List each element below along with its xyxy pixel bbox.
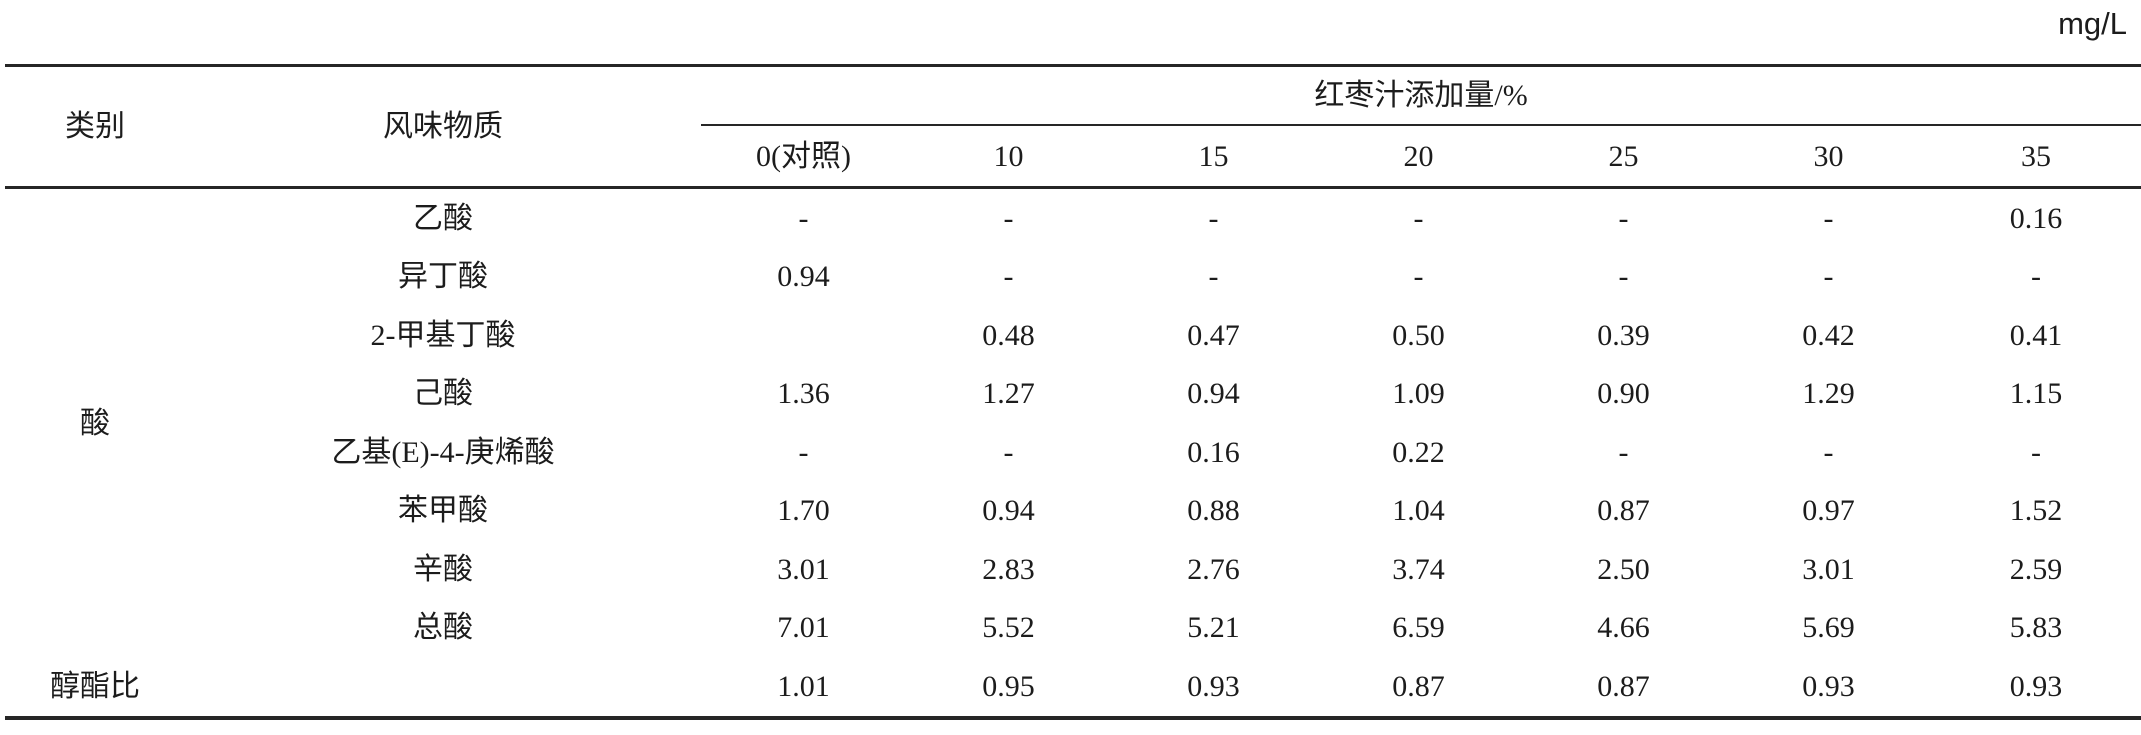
value-cell: 0.47 <box>1187 318 1240 352</box>
value-cell: - <box>1823 201 1834 235</box>
value-cell: - <box>1003 435 1014 469</box>
value-cell: 5.21 <box>1187 611 1240 645</box>
value-cell: - <box>1003 201 1014 235</box>
value-cell: 2.59 <box>2009 552 2063 586</box>
value-cell: 0.93 <box>1802 669 1855 703</box>
value-cell: - <box>2031 260 2042 294</box>
value-cell: 0.93 <box>1187 669 1240 703</box>
value-cell: 0.94 <box>982 494 1035 528</box>
dose-header-15: 15 <box>1111 125 1316 189</box>
value-cell: 5.69 <box>1802 611 1855 645</box>
value-cell: 4.66 <box>1597 611 1650 645</box>
value-cell: 0.97 <box>1802 494 1855 528</box>
flavor-cell: 辛酸 <box>413 552 473 586</box>
value-cell: - <box>1208 260 1219 294</box>
value-cell: 1.04 <box>1392 494 1445 528</box>
table-row-benzoic-acid: 苯甲酸 1.70 0.94 0.88 1.04 0.87 0.97 1.52 <box>5 482 2141 541</box>
value-cell: 0.88 <box>1187 494 1240 528</box>
value-cell: - <box>1618 260 1629 294</box>
value-cell: 0.50 <box>1392 318 1445 352</box>
dose-header-10: 10 <box>906 125 1111 189</box>
value-cell: - <box>1618 435 1629 469</box>
flavor-cell-empty <box>185 657 701 718</box>
value-cell: - <box>1618 201 1629 235</box>
category-cell-acid: 酸 <box>80 406 110 440</box>
dose-header-35: 35 <box>1931 125 2141 189</box>
value-cell: 5.83 <box>2009 611 2063 645</box>
value-cell: 0.87 <box>1597 494 1650 528</box>
value-cell: 1.36 <box>777 377 830 411</box>
value-cell: 0.41 <box>2009 318 2063 352</box>
value-cell: 1.29 <box>1802 377 1855 411</box>
value-cell: 1.52 <box>2009 494 2063 528</box>
value-cell: 0.95 <box>982 669 1035 703</box>
table-row-acetic-acid: 酸 乙酸 - - - - - - 0.16 <box>5 188 2141 440</box>
value-cell: - <box>1003 260 1014 294</box>
value-cell: 0.90 <box>1597 377 1650 411</box>
value-cell: 3.01 <box>1802 552 1855 586</box>
table-row-alcohol-ester-ratio: 醇酯比 1.01 0.95 0.93 0.87 0.87 0.93 0.93 <box>5 657 2141 718</box>
value-cell: - <box>1413 201 1424 235</box>
table-row-ethyl-e-4-heptenoic-acid: 乙基(E)-4-庚烯酸 - - 0.16 0.22 - - - <box>5 423 2141 482</box>
category-column-header: 类别 <box>5 65 185 189</box>
value-cell: 2.50 <box>1597 552 1650 586</box>
value-cell: 1.70 <box>777 494 830 528</box>
value-cell: - <box>1413 260 1424 294</box>
table-row-isobutyric-acid: 异丁酸 0.94 - - - - - - <box>5 248 2141 307</box>
dose-header-30: 30 <box>1726 125 1931 189</box>
table-header: 类别 风味物质 红枣汁添加量/% 0(对照) 10 15 20 25 30 35 <box>5 65 2141 189</box>
flavor-substance-table: 类别 风味物质 红枣汁添加量/% 0(对照) 10 15 20 25 30 35… <box>5 64 2141 720</box>
value-cell: - <box>798 435 809 469</box>
flavor-cell: 乙酸 <box>413 201 473 235</box>
dose-header-20: 20 <box>1316 125 1521 189</box>
value-cell: 0.22 <box>1392 435 1445 469</box>
ratio-label-cell: 醇酯比 <box>50 669 140 703</box>
value-cell: 0.87 <box>1597 669 1650 703</box>
value-cell: 6.59 <box>1392 611 1445 645</box>
value-cell: 0.87 <box>1392 669 1445 703</box>
flavor-cell: 2-甲基丁酸 <box>370 318 516 352</box>
value-cell: 2.76 <box>1187 552 1240 586</box>
value-cell: 0.16 <box>2009 201 2063 235</box>
value-cell: - <box>1823 260 1834 294</box>
dose-group-header: 红枣汁添加量/% <box>701 65 2141 126</box>
value-cell: - <box>1208 201 1219 235</box>
flavor-cell: 乙基(E)-4-庚烯酸 <box>331 435 555 469</box>
value-cell: - <box>1823 435 1834 469</box>
value-cell: 0.94 <box>777 260 830 294</box>
dose-header-0: 0(对照) <box>701 125 906 189</box>
flavor-column-header: 风味物质 <box>185 65 701 189</box>
value-cell: 0.93 <box>2009 669 2063 703</box>
value-cell: - <box>798 201 809 235</box>
value-cell: 3.74 <box>1392 552 1445 586</box>
flavor-cell: 异丁酸 <box>398 260 488 294</box>
value-cell: 0.94 <box>1187 377 1240 411</box>
value-cell: 2.83 <box>982 552 1035 586</box>
table-body: 酸 乙酸 - - - - - - 0.16 异丁酸 0.94 - - - - -… <box>5 188 2141 718</box>
table-row-octanoic-acid: 辛酸 3.01 2.83 2.76 3.74 2.50 3.01 2.59 <box>5 540 2141 599</box>
value-cell: 0.39 <box>1597 318 1650 352</box>
header-row-group: 类别 风味物质 红枣汁添加量/% <box>5 65 2141 189</box>
value-cell: 1.09 <box>1392 377 1445 411</box>
value-cell: 1.15 <box>2009 377 2063 411</box>
value-cell: 1.01 <box>777 669 830 703</box>
value-cell: 5.52 <box>982 611 1035 645</box>
table-row-total-acid: 总酸 7.01 5.52 5.21 6.59 4.66 5.69 5.83 <box>5 599 2141 658</box>
table-row-hexanoic-acid: 己酸 1.36 1.27 0.94 1.09 0.90 1.29 1.15 <box>5 365 2141 424</box>
value-cell: 0.48 <box>982 318 1035 352</box>
value-cell: 1.27 <box>982 377 1035 411</box>
value-cell: 0.16 <box>1187 435 1240 469</box>
header-row-doses: 0(对照) 10 15 20 25 30 35 <box>5 125 2141 189</box>
flavor-cell: 总酸 <box>413 611 473 645</box>
value-cell: 7.01 <box>777 611 830 645</box>
value-cell: 0.42 <box>1802 318 1855 352</box>
dose-header-25: 25 <box>1521 125 1726 189</box>
value-cell <box>701 306 906 365</box>
flavor-cell: 苯甲酸 <box>398 494 488 528</box>
value-cell: 3.01 <box>777 552 830 586</box>
table-row-2-methylbutyric-acid: 2-甲基丁酸 0.48 0.47 0.50 0.39 0.42 0.41 <box>5 306 2141 365</box>
unit-label: mg/L <box>2058 6 2127 41</box>
value-cell: - <box>2031 435 2042 469</box>
flavor-cell: 己酸 <box>413 377 473 411</box>
